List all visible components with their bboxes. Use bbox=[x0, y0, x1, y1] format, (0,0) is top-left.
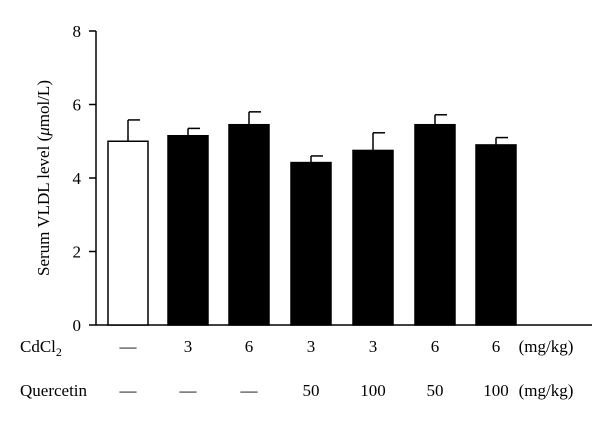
y-axis-title-suffix: mol/L) bbox=[34, 80, 53, 127]
row-value: 3 bbox=[369, 337, 378, 356]
row-value: — bbox=[119, 381, 138, 400]
y-tick-label: 6 bbox=[73, 96, 82, 115]
bar bbox=[352, 149, 394, 326]
row-label: Quercetin bbox=[20, 381, 88, 400]
row-value: 100 bbox=[483, 381, 509, 400]
row-value: 3 bbox=[307, 337, 316, 356]
y-tick-label: 2 bbox=[73, 243, 82, 262]
row-value: — bbox=[119, 337, 138, 356]
row-value: 6 bbox=[245, 337, 254, 356]
y-axis-title: Serum VLDL level (μmol/L) bbox=[34, 80, 53, 276]
y-axis-title-prefix: Serum VLDL level ( bbox=[34, 135, 53, 276]
row-unit: (mg/kg) bbox=[519, 381, 574, 400]
error-bars bbox=[127, 111, 508, 163]
row-value: 50 bbox=[427, 381, 444, 400]
row-value: 6 bbox=[431, 337, 440, 356]
treatment-rows: CdCl2 — 3 6 3 3 6 6 (mg/kg) Quercetin — — — 50 100 50 10… bbox=[20, 337, 573, 400]
row-value: 6 bbox=[492, 337, 501, 356]
row-label: CdCl2 bbox=[20, 337, 62, 359]
bar bbox=[414, 123, 456, 326]
y-tick-label: 8 bbox=[73, 22, 82, 41]
bars bbox=[107, 123, 517, 326]
bar bbox=[290, 161, 332, 326]
row-unit: (mg/kg) bbox=[519, 337, 574, 356]
row-value: — bbox=[240, 381, 259, 400]
bar bbox=[228, 123, 270, 326]
bar bbox=[107, 140, 149, 326]
y-axis-ticks: 0 2 4 6 8 bbox=[73, 22, 96, 335]
row-value: 100 bbox=[360, 381, 386, 400]
y-axis-title-mu: μ bbox=[34, 127, 53, 137]
row-value: — bbox=[179, 381, 198, 400]
y-tick-label: 0 bbox=[73, 316, 82, 335]
row-value: 50 bbox=[303, 381, 320, 400]
bar bbox=[475, 144, 517, 326]
bar bbox=[167, 134, 209, 326]
row-value: 3 bbox=[184, 337, 193, 356]
y-tick-label: 4 bbox=[73, 169, 82, 188]
